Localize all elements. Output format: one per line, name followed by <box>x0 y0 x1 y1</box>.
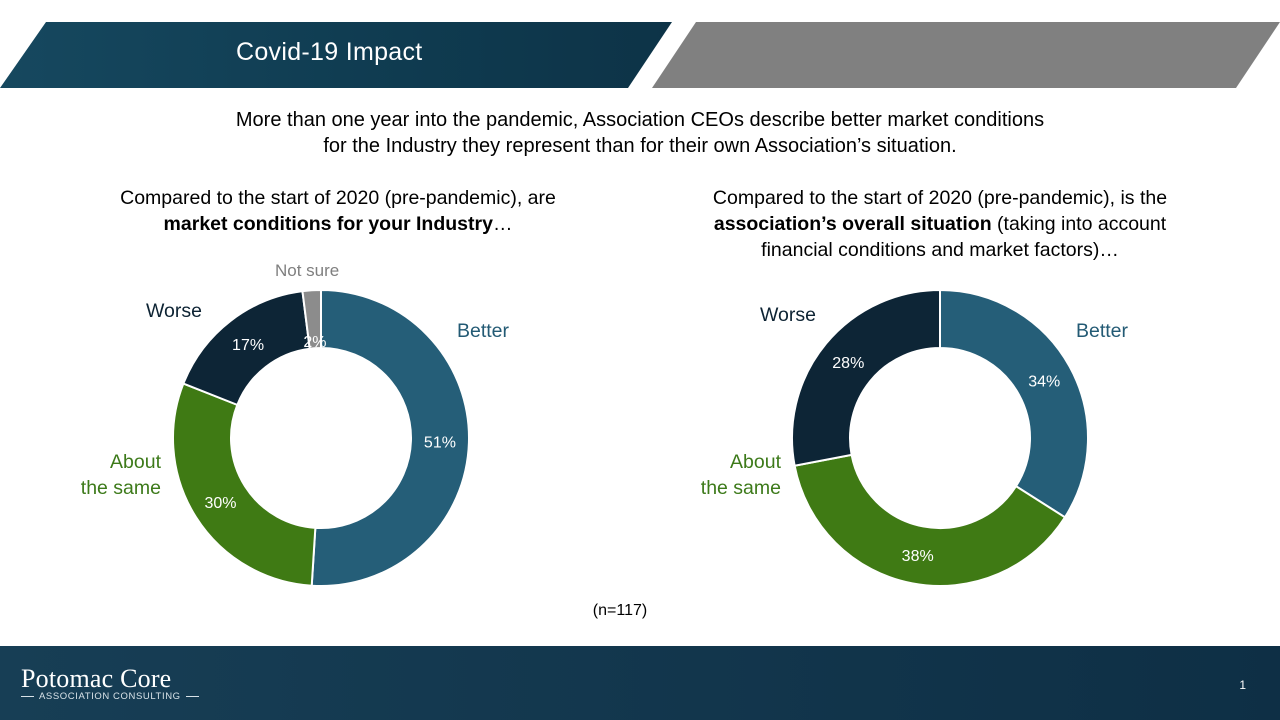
left-question-tail: … <box>492 213 513 235</box>
right-question-tail: (taking into account <box>991 213 1167 235</box>
left-question-bold: market conditions for your Industry <box>163 213 493 235</box>
right-label-about-line-2: the same <box>700 477 781 499</box>
logo-dash-left <box>21 696 34 697</box>
title-banner-accent <box>652 22 1280 88</box>
right-value-label-worse: 28% <box>832 355 864 372</box>
left-slice-better <box>310 288 470 587</box>
left-question: Compared to the start of 2020 (pre-pande… <box>60 185 616 237</box>
sample-size-note: (n=117) <box>592 602 648 619</box>
right-label-about-line-1: About <box>730 451 781 473</box>
page-number: 1 <box>1239 678 1246 692</box>
right-question-bold: association’s overall situation <box>713 213 992 235</box>
right-question-line-3: financial conditions and market factors)… <box>761 239 1119 261</box>
left-label-not-sure: Not sure <box>275 261 340 280</box>
right-slice-better <box>939 288 1089 519</box>
logo-tagline-text: ASSOCIATION CONSULTING <box>39 691 181 702</box>
title-banner <box>0 22 672 88</box>
left-label-about-line-2: the same <box>80 477 161 499</box>
right-label-about-the-same: About the same <box>660 449 781 501</box>
left-question-line-1: Compared to the start of 2020 (pre-pande… <box>120 187 556 209</box>
right-question-line-2: association’s overall situation (taking … <box>660 211 1220 237</box>
left-label-about-line-1: About <box>110 451 161 473</box>
left-label-worse: Worse <box>146 300 202 322</box>
left-label-about-the-same: About the same <box>40 449 161 501</box>
left-label-better: Better <box>457 320 510 342</box>
right-value-label-better: 34% <box>1028 374 1060 391</box>
logo-tagline: ASSOCIATION CONSULTING <box>21 691 199 702</box>
page-title: Covid-19 Impact <box>236 38 423 66</box>
left-value-label-not-sure: 2% <box>303 334 326 351</box>
right-slice-worse <box>791 288 941 467</box>
left-question-line-2: market conditions for your Industry… <box>60 211 616 237</box>
right-value-label-about-the-same: 38% <box>902 548 934 565</box>
footer: Potomac Core ASSOCIATION CONSULTING 1 <box>0 646 1280 720</box>
left-value-label-worse: 17% <box>232 337 264 354</box>
logo-wordmark: Potomac Core <box>21 664 172 693</box>
logo-dash-right <box>185 696 199 697</box>
left-value-label-better: 51% <box>424 435 456 452</box>
subtitle-line-2: for the Industry they represent than for… <box>323 135 957 157</box>
left-slice-about-the-same <box>172 382 317 587</box>
right-label-worse: Worse <box>760 304 816 326</box>
right-label-better: Better <box>1076 320 1129 342</box>
subtitle-line-1: More than one year into the pandemic, As… <box>235 109 1045 131</box>
right-question: Compared to the start of 2020 (pre-pande… <box>660 185 1220 263</box>
right-slice-about-the-same <box>793 453 1067 587</box>
left-slice-not-sure <box>301 288 322 350</box>
subtitle: More than one year into the pandemic, As… <box>140 107 1140 159</box>
left-value-label-about-the-same: 30% <box>205 495 237 512</box>
right-question-line-1: Compared to the start of 2020 (pre-pande… <box>712 187 1168 209</box>
